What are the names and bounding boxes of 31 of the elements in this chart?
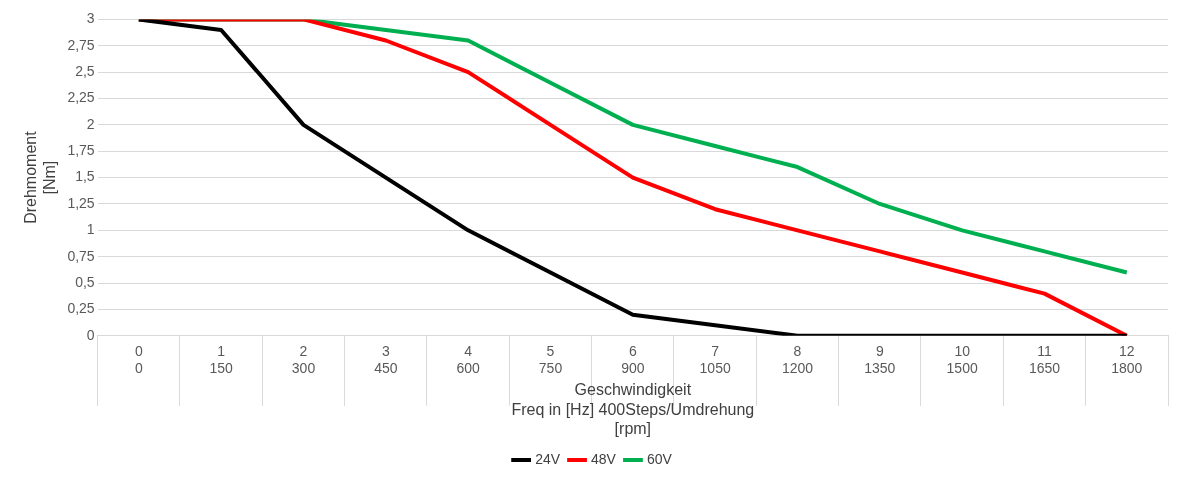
x-tick-label: 12 1800 — [1111, 343, 1143, 376]
y-tick-label: 2,25 — [67, 89, 95, 106]
x-tick-label: 4 600 — [456, 343, 481, 376]
x-axis-title: Geschwindigkeit Freq in [Hz] 400Steps/Umdrehung [rpm] — [511, 381, 755, 437]
y-tick-label: 2,75 — [67, 36, 95, 53]
y-axis-title: Drehmoment [Nm] — [22, 130, 59, 224]
legend-label: 60V — [646, 450, 673, 467]
y-tick-label: 1,5 — [75, 168, 95, 185]
y-tick-label: 1,75 — [67, 142, 95, 159]
x-tick-label: 7 1050 — [699, 343, 731, 376]
x-tick-label: 6 900 — [621, 343, 645, 376]
y-tick-label: 0,25 — [67, 300, 95, 317]
x-tick-label: 5 750 — [538, 343, 563, 376]
y-tick-label: 0 — [86, 326, 95, 343]
legend-label: 48V — [591, 450, 617, 467]
y-tick-label: 1 — [86, 221, 95, 238]
x-tick-label: 2 300 — [291, 343, 316, 376]
y-tick-label: 1,25 — [67, 194, 95, 211]
y-tick-label: 2 — [86, 115, 95, 132]
x-tick-label: 1 150 — [209, 343, 234, 376]
x-tick-label: 10 1500 — [946, 343, 978, 376]
y-tick-label: 2,5 — [75, 62, 95, 79]
x-tick-label: 3 450 — [374, 343, 398, 376]
x-tick-label: 9 1350 — [864, 343, 896, 376]
x-tick-label: 8 1200 — [781, 343, 814, 376]
x-tick-label: 0 0 — [134, 343, 143, 376]
legend-label: 24V — [535, 450, 561, 467]
y-tick-label: 0,75 — [67, 247, 95, 264]
y-tick-label: 0,5 — [75, 273, 95, 290]
x-tick-label: 11 1650 — [1028, 343, 1061, 376]
y-tick-label: 3 — [86, 10, 95, 27]
